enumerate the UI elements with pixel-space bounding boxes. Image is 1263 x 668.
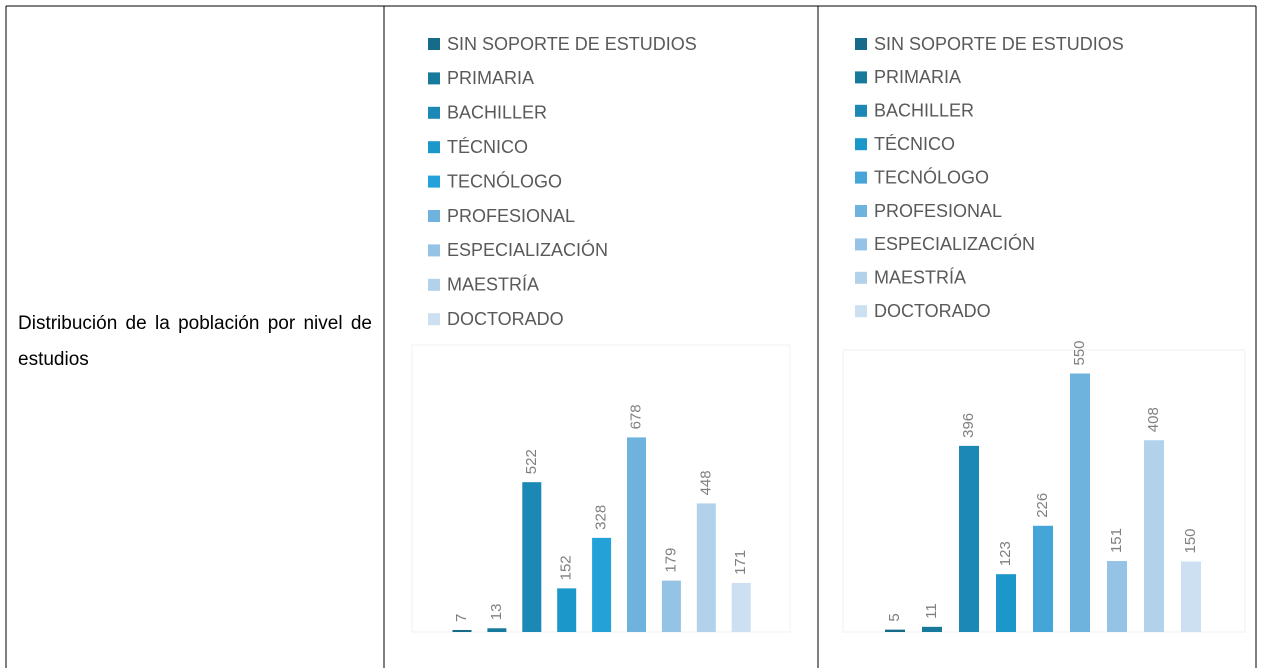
legend-label: SIN SOPORTE DE ESTUDIOS [447, 34, 697, 54]
bar [661, 580, 681, 632]
legend-swatch [428, 175, 440, 188]
data-label: 7 [453, 614, 470, 622]
data-label: 522 [523, 449, 540, 474]
legend-label: BACHILLER [447, 103, 547, 123]
bar [522, 482, 542, 632]
bar [1107, 561, 1127, 632]
legend-swatch [855, 271, 867, 284]
legend-label: BACHILLER [874, 101, 974, 121]
legend-label: PROFESIONAL [874, 201, 1002, 221]
legend-label: SIN SOPORTE DE ESTUDIOS [874, 34, 1124, 54]
data-label: 152 [558, 555, 575, 580]
legend-swatch [428, 72, 440, 85]
legend-label: TECNÓLOGO [874, 166, 989, 187]
legend-label: TÉCNICO [874, 134, 955, 154]
legend-label: TÉCNICO [447, 137, 528, 157]
data-label: 396 [960, 413, 977, 438]
row-label: Distribución de la población por nivel d… [18, 313, 372, 370]
legend-label: MAESTRÍA [874, 268, 966, 288]
data-label: 448 [697, 470, 714, 495]
data-label: 550 [1071, 340, 1088, 365]
bar [1144, 440, 1164, 632]
bar [1033, 525, 1053, 632]
legend-swatch [855, 104, 867, 117]
legend-swatch [855, 71, 867, 84]
legend-swatch [855, 38, 867, 50]
data-label: 150 [1182, 528, 1199, 553]
bar [627, 437, 646, 632]
legend-label: PRIMARIA [447, 68, 534, 88]
data-label: 678 [627, 404, 644, 429]
bar [1181, 561, 1201, 632]
data-label: 179 [662, 548, 679, 573]
data-label: 13 [488, 604, 505, 621]
legend-label: PRIMARIA [874, 67, 961, 87]
bar [696, 503, 716, 632]
bar [1070, 373, 1090, 632]
legend-swatch [428, 106, 440, 119]
data-label: 171 [732, 550, 749, 575]
legend-label: DOCTORADO [874, 301, 991, 321]
legend-label: TECNÓLOGO [447, 170, 562, 191]
legend-label: MAESTRÍA [447, 275, 539, 295]
bar [996, 574, 1016, 632]
bar [885, 629, 905, 632]
legend-swatch [428, 210, 440, 222]
legend-swatch [855, 238, 867, 251]
data-label: 328 [593, 505, 610, 530]
legend-swatch [428, 278, 440, 291]
legend-swatch [855, 171, 867, 184]
bar [731, 582, 751, 632]
legend-label: DOCTORADO [447, 309, 564, 329]
legend-swatch [855, 205, 867, 217]
legend-swatch [428, 313, 440, 326]
legend-swatch [428, 38, 440, 50]
legend-label: PROFESIONAL [447, 206, 575, 226]
bar [922, 626, 942, 632]
data-label: 226 [1034, 493, 1051, 518]
data-label: 123 [997, 541, 1014, 566]
legend-swatch [428, 244, 440, 257]
data-label: 408 [1145, 407, 1162, 432]
bar [487, 628, 507, 632]
legend-swatch [855, 305, 867, 318]
legend-swatch [428, 141, 440, 154]
bar [557, 588, 577, 632]
bar [592, 537, 612, 632]
data-label: 5 [886, 613, 903, 621]
legend-label: ESPECIALIZACIÓN [447, 239, 608, 260]
bar [452, 629, 472, 632]
legend-label: ESPECIALIZACIÓN [874, 233, 1035, 254]
legend-swatch [855, 138, 867, 151]
data-label: 151 [1108, 528, 1125, 553]
data-label: 11 [923, 603, 940, 619]
bar [959, 445, 979, 632]
